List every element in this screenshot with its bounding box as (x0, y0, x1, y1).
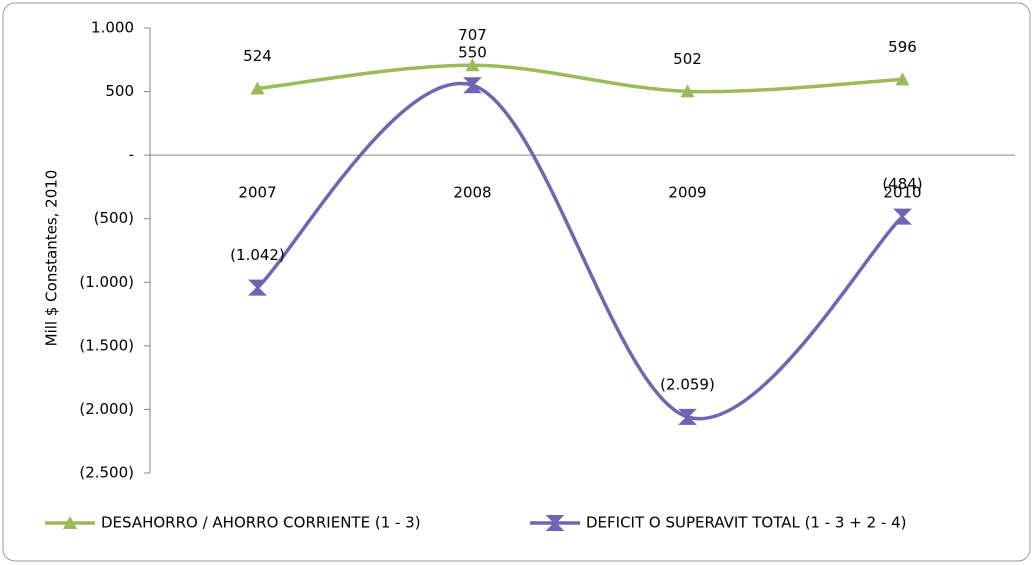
series-line (256, 81, 904, 421)
y-tick-label: - (129, 146, 134, 164)
data-label: 550 (458, 44, 487, 62)
data-label: 524 (243, 47, 272, 65)
point (895, 72, 910, 86)
legend-marker (63, 516, 77, 529)
x-tick-label: 2007 (238, 184, 276, 202)
y-tick-label: (500) (94, 209, 134, 227)
series-line (257, 63, 903, 94)
y-tick-label: (1.000) (79, 273, 134, 291)
data-label: 502 (673, 50, 702, 68)
point (463, 77, 482, 94)
x-tick-label: 2010 (883, 184, 921, 202)
point (680, 84, 695, 98)
data-label: 707 (458, 26, 487, 44)
point (678, 408, 697, 425)
y-tick-label: 1.000 (91, 19, 134, 37)
y-tick-label: 500 (105, 82, 134, 100)
point (893, 208, 912, 225)
point (465, 58, 480, 72)
x-tick-label: 2008 (453, 184, 491, 202)
data-label: (2.059) (660, 375, 715, 393)
legend-marker (545, 515, 565, 531)
point (250, 81, 265, 95)
data-label: (1.042) (230, 246, 285, 264)
data-label: (484) (882, 175, 922, 193)
y-tick-label: (2.500) (79, 464, 134, 482)
y-tick-label: (2.000) (79, 400, 134, 418)
legend-label: DEFICIT O SUPERAVIT TOTAL (1 - 3 + 2 - 4… (586, 514, 906, 532)
legend-label: DESAHORRO / AHORRO CORRIENTE (1 - 3) (101, 514, 421, 532)
x-tick-label: 2009 (668, 184, 706, 202)
y-tick-label: (1.500) (79, 336, 134, 354)
y-axis-title: Mill $ Constantes, 2010 (43, 170, 61, 347)
point (248, 279, 267, 296)
data-label: 596 (888, 38, 917, 56)
